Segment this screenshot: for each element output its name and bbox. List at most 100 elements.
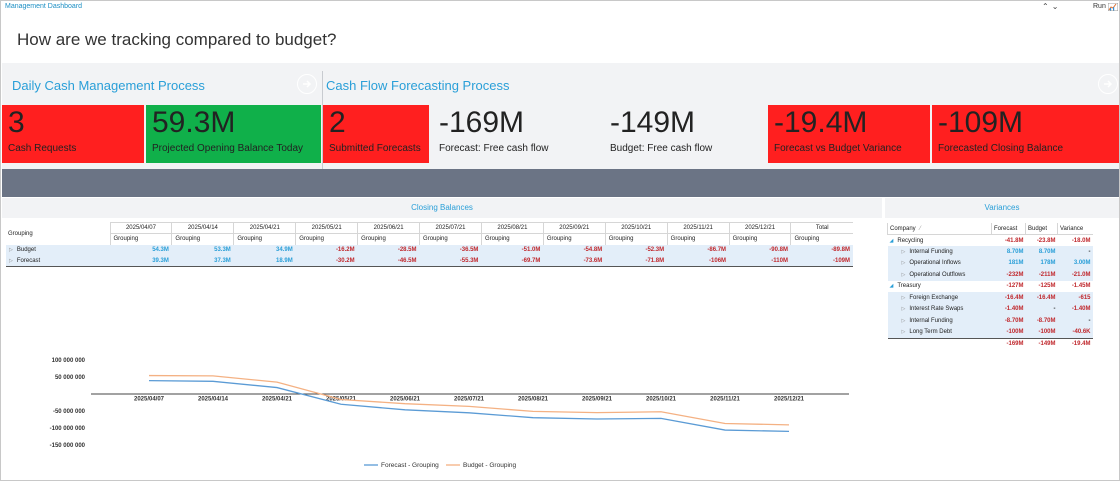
row-label[interactable]: ▷ Operational Inflows — [888, 258, 992, 270]
table-cell: -109M — [832, 257, 850, 264]
column-header[interactable]: 2025/09/21 — [542, 222, 606, 234]
table-row[interactable]: ◢ Treasury -127M -125M -1.45M — [888, 281, 1093, 293]
column-header[interactable]: 2025/06/21 — [357, 222, 420, 234]
column-header[interactable]: Forecast — [991, 223, 1026, 235]
navigate-daily-button[interactable] — [297, 74, 317, 94]
column-subheader[interactable]: Grouping — [480, 233, 544, 245]
kpi-closing-balance[interactable]: -109M Forecasted Closing Balance — [932, 105, 1119, 163]
column-subheader[interactable]: Grouping — [604, 233, 668, 245]
row-header[interactable]: Grouping — [8, 230, 33, 237]
table-cell: - — [1088, 317, 1091, 324]
y-tick-label: 100 000 000 — [52, 358, 86, 364]
column-subheader[interactable]: Grouping — [357, 233, 420, 245]
column-subheader[interactable]: Grouping — [109, 233, 172, 245]
chart-icon[interactable] — [1108, 3, 1118, 11]
row-label[interactable]: ◢ Recycling — [888, 235, 992, 247]
series-line-budget[interactable] — [148, 374, 790, 426]
kpi-forecast-fcf[interactable]: -169M Forecast: Free cash flow — [433, 105, 601, 163]
column-header[interactable]: 2025/07/21 — [419, 222, 482, 234]
table-cell: -73.6M — [583, 257, 603, 264]
kpi-variance[interactable]: -19.4M Forecast vs Budget Variance — [768, 105, 930, 163]
legend-label[interactable]: Budget - Grouping — [463, 462, 517, 469]
row-label[interactable]: ▷ Internal Funding — [888, 246, 992, 258]
table-cell: 54.3M — [152, 247, 169, 253]
table-row[interactable]: ◢ Recycling -41.8M -23.8M -18.0M — [888, 235, 1093, 247]
kpi-value: -149M — [610, 106, 696, 139]
row-label[interactable]: ▷ Operational Outflows — [888, 269, 992, 281]
table-row[interactable]: ▷ Internal Funding -8.70M -8.70M - — [887, 315, 1093, 327]
column-header-label: Budget — [1028, 225, 1048, 232]
collapse-triangle-icon[interactable]: ◢ — [889, 283, 894, 290]
column-header[interactable]: 2025/12/21 — [728, 222, 791, 234]
table-row[interactable]: ▷ Operational Inflows 181M 178M 3.00M — [887, 257, 1093, 270]
table-row[interactable]: ▷ Budget 54.3M 53.3M 34.9M -16.2M -28.5M -36.5M… — [6, 244, 853, 256]
expand-triangle-icon[interactable]: ▷ — [901, 248, 906, 255]
column-subheader[interactable]: Grouping — [542, 233, 606, 245]
row-label[interactable]: ▷ Long Term Debt — [888, 327, 992, 339]
table-row[interactable]: ▷ Long Term Debt -100M -100M -40.6K — [887, 326, 1093, 339]
expand-triangle-icon[interactable]: ▷ — [901, 306, 906, 313]
expand-triangle-icon[interactable]: ▷ — [901, 294, 906, 301]
expand-triangle-icon[interactable]: ▷ — [901, 317, 906, 324]
collapse-triangle-icon[interactable]: ◢ — [889, 237, 894, 244]
column-subheader[interactable]: Grouping — [295, 233, 358, 245]
column-header[interactable]: Total — [790, 222, 853, 234]
column-header[interactable]: 2025/10/21 — [604, 222, 668, 234]
kpi-budget-fcf[interactable]: -149M Budget: Free cash flow — [604, 105, 764, 163]
table-row[interactable]: -169M -149M -19.4M — [887, 338, 1093, 350]
chevron-down-icon[interactable]: ⌄ — [1051, 2, 1062, 11]
column-subheader[interactable]: Grouping — [790, 233, 853, 245]
column-header[interactable]: Company ⁄ — [887, 223, 992, 235]
table-row[interactable]: ▷ Forecast 39.3M 37.3M 18.9M -30.2M -46.5M -55.… — [6, 255, 853, 267]
table-cell: -16.4M — [1036, 294, 1056, 301]
table-cell: 8.70M — [1038, 248, 1056, 255]
kpi-value: 3 — [8, 106, 25, 139]
row-label[interactable]: ▷ Budget — [6, 245, 110, 256]
run-button[interactable]: Run — [1093, 3, 1106, 10]
expand-triangle-icon[interactable]: ▷ — [9, 257, 13, 264]
chevron-up-icon[interactable]: ⌃ — [1042, 2, 1052, 11]
row-label[interactable]: ▷ Internal Funding — [888, 315, 992, 327]
series-line-forecast[interactable] — [148, 379, 790, 433]
expand-triangle-icon[interactable]: ▷ — [901, 260, 906, 267]
legend-label[interactable]: Forecast - Grouping — [381, 462, 439, 469]
column-header[interactable]: Variance — [1057, 223, 1093, 235]
column-header[interactable]: 2025/05/21 — [295, 222, 358, 234]
column-subheader[interactable]: Grouping — [171, 233, 234, 245]
table-header-row: Company ⁄ Forecast Budget Variance — [887, 223, 1093, 235]
column-header[interactable]: 2025/08/21 — [480, 222, 544, 234]
table-row[interactable]: ▷ Interest Rate Swaps -1.40M - -1.40M — [887, 303, 1093, 316]
row-label[interactable] — [888, 338, 992, 350]
kpi-opening-balance[interactable]: 59.3M Projected Opening Balance Today — [146, 105, 321, 163]
row-label[interactable]: ▷ Foreign Exchange — [888, 292, 992, 304]
table-cell: 8.70M — [1006, 248, 1024, 255]
expand-triangle-icon[interactable]: ▷ — [901, 271, 906, 278]
table-row[interactable]: ▷ Foreign Exchange -16.4M -16.4M -615 — [887, 292, 1093, 304]
kpi-submitted-forecasts[interactable]: 2 Submitted Forecasts — [323, 105, 429, 163]
column-header[interactable]: 2025/04/14 — [171, 222, 234, 234]
sort-icon[interactable]: ⁄ — [919, 225, 921, 232]
row-label[interactable]: ▷ Interest Rate Swaps — [888, 304, 992, 316]
column-header[interactable]: 2025/04/21 — [233, 222, 296, 234]
table-cell: -90.8M — [769, 247, 788, 253]
column-subheader[interactable]: Grouping — [419, 233, 482, 245]
table-cell: -106M — [709, 257, 727, 264]
window-controls[interactable]: ⌃⌄ — [1042, 2, 1061, 11]
closing-balances-table: Grouping 2025/04/07 2025/04/14 2025/04/21 2… — [6, 222, 853, 267]
column-subheader[interactable]: Grouping — [728, 233, 791, 245]
table-row[interactable]: ▷ Internal Funding 8.70M 8.70M - — [887, 246, 1093, 258]
navigate-forecasting-button[interactable] — [1098, 74, 1118, 94]
column-subheader[interactable]: Grouping — [666, 233, 730, 245]
column-header[interactable]: 2025/04/07 — [109, 222, 172, 234]
column-subheader[interactable]: Grouping — [233, 233, 296, 245]
kpi-value: -109M — [938, 106, 1024, 139]
kpi-cash-requests[interactable]: 3 Cash Requests — [2, 105, 144, 163]
column-header[interactable]: Budget — [1025, 223, 1058, 235]
row-label[interactable]: ▷ Forecast — [6, 256, 110, 267]
expand-triangle-icon[interactable]: ▷ — [9, 247, 13, 253]
table-cell: 178M — [1040, 260, 1056, 267]
expand-triangle-icon[interactable]: ▷ — [901, 329, 906, 335]
table-row[interactable]: ▷ Operational Outflows -232M -211M -21.0M — [887, 269, 1093, 281]
column-header[interactable]: 2025/11/21 — [666, 222, 730, 234]
row-label[interactable]: ◢ Treasury — [888, 281, 992, 293]
